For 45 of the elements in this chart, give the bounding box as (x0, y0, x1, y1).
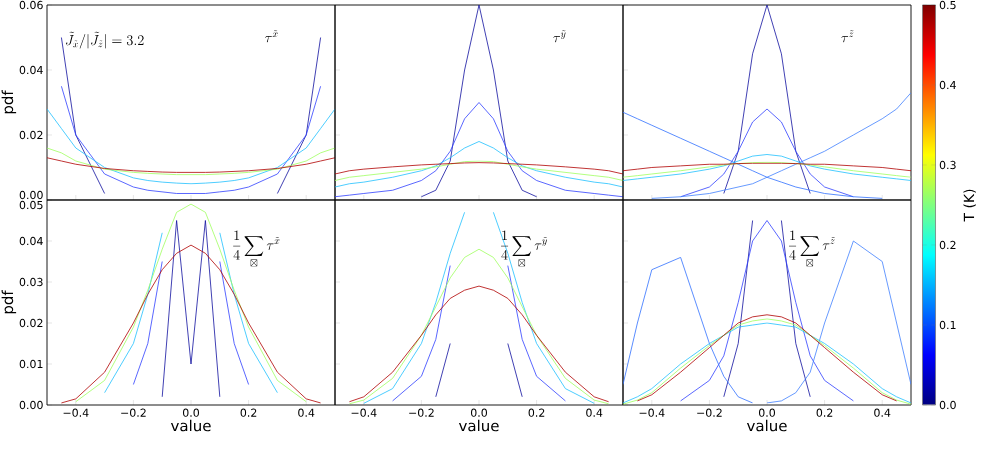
color-bar-label: 0.0 (939, 400, 956, 410)
x-tick-label: 0.0 (470, 408, 488, 417)
x-tick-label: 0.4 (586, 408, 603, 417)
x-tick-label: 0.0 (758, 408, 776, 417)
annotation: $\frac{1}{4}\sum_{\boxtimes}\tau^{\tilde{x}}$ (233, 230, 280, 267)
y-tick-label: 0.00 (19, 190, 43, 200)
y-tick-label: 0.03 (19, 277, 43, 287)
x-tick-label: 0.2 (240, 408, 257, 417)
x-tick-label: 0.4 (874, 408, 891, 417)
y-tick-label: 0.06 (19, 0, 43, 10)
line-series (75, 203, 307, 403)
y-tick-label: 0.00 (19, 400, 43, 410)
y-tick-label: 0.04 (19, 65, 43, 75)
x-tick-label: −0.2 (409, 408, 434, 417)
y-tick-label: 0.01 (19, 359, 43, 369)
annotation: $\tau^{\tilde{z}}$ (841, 30, 854, 43)
y-tick-label: 0.05 (19, 200, 43, 210)
y-tick-label: 0.02 (19, 318, 43, 328)
y-axis-title: pdf (1, 290, 17, 314)
x-axis-title: value (170, 419, 211, 432)
annotation: $\frac{1}{4}\sum_{\boxtimes}\tau^{\tilde{z}}$ (789, 230, 835, 267)
y-axis-title: pdf (1, 90, 17, 114)
x-tick-label: −0.2 (697, 408, 722, 417)
annotation: $\frac{1}{4}\sum_{\boxtimes}\tau^{\tilde{y}}$ (501, 230, 547, 267)
x-tick-label: 0.4 (298, 408, 315, 417)
y-tick-label: 0.04 (19, 236, 43, 246)
x-tick-label: −0.4 (639, 408, 665, 417)
x-tick-label: 0.0 (182, 408, 200, 417)
x-tick-label: −0.4 (351, 408, 377, 417)
annotation: $\tau^{\tilde{x}}$ (265, 30, 278, 43)
x-tick-label: −0.4 (63, 408, 89, 417)
x-tick-label: −0.2 (121, 408, 146, 417)
annotation: $\tau^{\tilde{y}}$ (553, 30, 566, 43)
x-axis-title: value (746, 419, 787, 432)
x-axis-title: value (458, 419, 499, 432)
annotation: $\tilde{J}_{\tilde{x}}/|\tilde{J}_{\tilde{z}}|=3.2$ (66, 31, 144, 49)
x-tick-label: 0.2 (528, 408, 545, 417)
color-bar-title: T (K) (963, 189, 976, 222)
color-bar-label: 0.2 (939, 240, 956, 250)
x-tick-label: 0.2 (816, 408, 833, 417)
color-bar-label: 0.1 (939, 320, 956, 330)
color-bar-label: 0.4 (939, 80, 956, 90)
y-tick-label: 0.02 (19, 130, 43, 140)
color-bar-label: 0.3 (939, 160, 956, 170)
color-bar-label: 0.5 (939, 0, 956, 10)
